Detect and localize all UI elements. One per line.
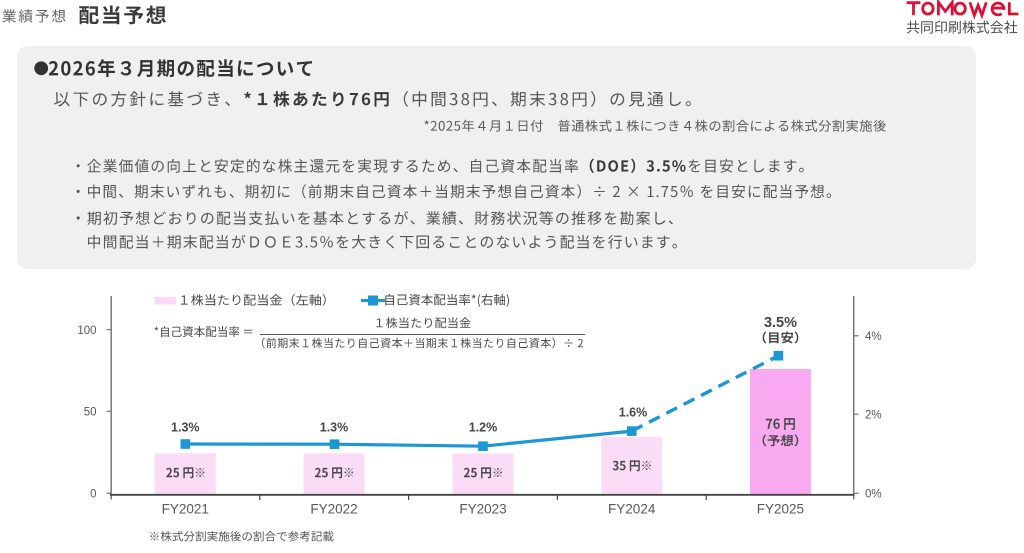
- svg-text:1.3%: 1.3%: [320, 421, 349, 435]
- svg-text:50: 50: [84, 407, 97, 419]
- svg-text:0%: 0%: [865, 489, 882, 501]
- svg-text:2%: 2%: [865, 409, 882, 421]
- svg-text:100: 100: [77, 325, 96, 337]
- svg-text:1.3%: 1.3%: [171, 421, 200, 435]
- svg-text:4%: 4%: [865, 331, 882, 343]
- svg-text:0: 0: [90, 489, 96, 501]
- svg-text:1.2%: 1.2%: [469, 421, 498, 435]
- svg-text:3.5%: 3.5%: [764, 315, 797, 331]
- svg-text:1.6%: 1.6%: [619, 406, 648, 420]
- svg-text:FY2024: FY2024: [608, 502, 656, 517]
- svg-text:FY2023: FY2023: [459, 502, 506, 517]
- svg-text:FY2021: FY2021: [162, 502, 209, 517]
- svg-text:FY2025: FY2025: [757, 502, 804, 517]
- svg-text:FY2022: FY2022: [310, 502, 357, 517]
